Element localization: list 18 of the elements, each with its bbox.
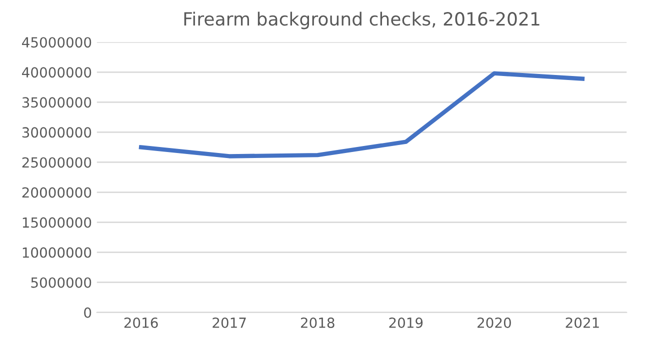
y-tick-label: 10000000: [22, 247, 92, 258]
x-tick-label: 2018: [300, 317, 334, 328]
y-tick-label: 25000000: [22, 157, 92, 168]
y-tick-label: 45000000: [22, 37, 92, 48]
y-tick-label: 5000000: [31, 277, 92, 288]
y-tick-label: 20000000: [22, 187, 92, 198]
line-series: [138, 71, 585, 158]
y-tick-label: 0: [84, 307, 92, 318]
x-tick-label: 2017: [212, 317, 246, 328]
x-tick-label: 2016: [124, 317, 158, 328]
y-tick-label: 40000000: [22, 67, 92, 78]
y-tick-label: 30000000: [22, 127, 92, 138]
x-tick-label: 2020: [478, 317, 511, 328]
y-tick-label: 35000000: [22, 97, 92, 108]
y-tick-label: 15000000: [22, 217, 92, 228]
chart-title: Firearm background checks, 2016-2021: [184, 12, 540, 30]
x-tick-label: 2019: [389, 317, 423, 328]
x-tick-label: 2021: [566, 317, 599, 328]
